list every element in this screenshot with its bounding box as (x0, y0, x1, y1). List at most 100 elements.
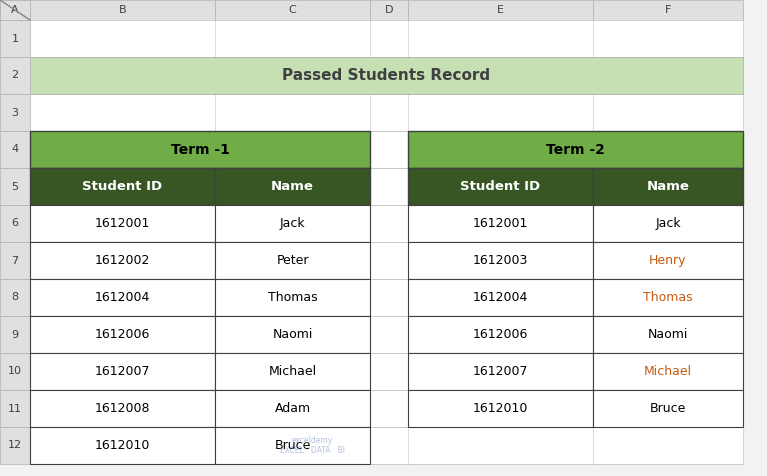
Bar (30, 279, 743, 316)
Bar (593, 353, 743, 390)
Bar (593, 205, 743, 242)
Bar (593, 390, 743, 427)
Text: 1612007: 1612007 (472, 365, 528, 378)
Text: 1612008: 1612008 (95, 402, 150, 415)
Bar (0, 390, 30, 427)
Bar (30, 427, 743, 464)
Text: Adam: Adam (275, 402, 311, 415)
Bar (408, 390, 593, 427)
Bar (0, 427, 30, 464)
Bar (215, 0, 370, 20)
Bar (408, 316, 593, 353)
Bar (30, 0, 215, 20)
Bar (0, 168, 30, 205)
Text: Jack: Jack (655, 217, 681, 230)
Bar (593, 0, 743, 20)
Text: 3: 3 (12, 108, 18, 118)
Bar (30, 94, 743, 131)
Bar (215, 353, 370, 390)
Text: 7: 7 (12, 256, 18, 266)
Bar (0, 353, 30, 390)
Bar (30, 353, 215, 390)
Text: 1612007: 1612007 (95, 365, 150, 378)
Bar (215, 390, 370, 427)
Bar (408, 0, 593, 20)
Text: A: A (12, 5, 19, 15)
Bar (0, 131, 30, 168)
Text: Student ID: Student ID (82, 180, 163, 193)
Text: 4: 4 (12, 145, 18, 155)
Bar (0, 205, 30, 242)
Bar (0, 20, 30, 57)
Bar (0, 0, 30, 20)
Text: Term -2: Term -2 (546, 142, 605, 157)
Bar (30, 390, 215, 427)
Text: 1612004: 1612004 (472, 291, 528, 304)
Bar (30, 353, 743, 390)
Text: 1612003: 1612003 (472, 254, 528, 267)
Bar (30, 20, 743, 57)
Bar (0, 0, 30, 20)
Text: 6: 6 (12, 218, 18, 228)
Text: Naomi: Naomi (272, 328, 313, 341)
Text: F: F (665, 5, 671, 15)
Text: 1612004: 1612004 (95, 291, 150, 304)
Text: exceldemy
EXCEL · DATA · BI: exceldemy EXCEL · DATA · BI (280, 436, 345, 455)
Bar (408, 168, 593, 205)
Text: Student ID: Student ID (460, 180, 541, 193)
Text: 1612001: 1612001 (472, 217, 528, 230)
Bar (30, 427, 215, 464)
Bar (408, 242, 593, 279)
Text: Michael: Michael (644, 365, 692, 378)
Bar (408, 131, 743, 168)
Bar (30, 316, 215, 353)
Bar (0, 57, 30, 94)
Text: Thomas: Thomas (644, 291, 693, 304)
Text: Bruce: Bruce (650, 402, 686, 415)
Bar (215, 205, 370, 242)
Text: 1612010: 1612010 (472, 402, 528, 415)
Bar (408, 205, 593, 242)
Bar (593, 316, 743, 353)
Bar (215, 279, 370, 316)
Text: 1612006: 1612006 (472, 328, 528, 341)
Bar (30, 242, 743, 279)
Text: C: C (288, 5, 296, 15)
Bar (215, 316, 370, 353)
Bar (30, 390, 743, 427)
Bar (30, 131, 743, 168)
Bar (0, 94, 30, 131)
Text: Passed Students Record: Passed Students Record (282, 68, 491, 83)
Text: Bruce: Bruce (275, 439, 311, 452)
Bar (593, 279, 743, 316)
Bar (215, 168, 370, 205)
Bar (215, 427, 370, 464)
Bar (0, 279, 30, 316)
Text: D: D (385, 5, 393, 15)
Text: Naomi: Naomi (648, 328, 688, 341)
Bar (593, 168, 743, 205)
Bar (30, 57, 743, 94)
Text: 1612001: 1612001 (95, 217, 150, 230)
Bar (30, 168, 743, 205)
Text: 1: 1 (12, 33, 18, 43)
Text: Name: Name (271, 180, 314, 193)
Text: 1612002: 1612002 (95, 254, 150, 267)
Bar (30, 316, 743, 353)
Bar (215, 242, 370, 279)
Bar (593, 242, 743, 279)
Text: 9: 9 (12, 329, 18, 339)
Text: Peter: Peter (276, 254, 309, 267)
Text: Henry: Henry (649, 254, 686, 267)
Bar (408, 353, 593, 390)
Text: Term -1: Term -1 (170, 142, 229, 157)
Bar (30, 205, 215, 242)
Bar (0, 242, 30, 279)
Bar (30, 168, 215, 205)
Text: 8: 8 (12, 292, 18, 303)
Text: Michael: Michael (268, 365, 317, 378)
Text: 5: 5 (12, 181, 18, 191)
Text: 11: 11 (8, 404, 22, 414)
Bar (370, 0, 408, 20)
Bar (30, 205, 743, 242)
